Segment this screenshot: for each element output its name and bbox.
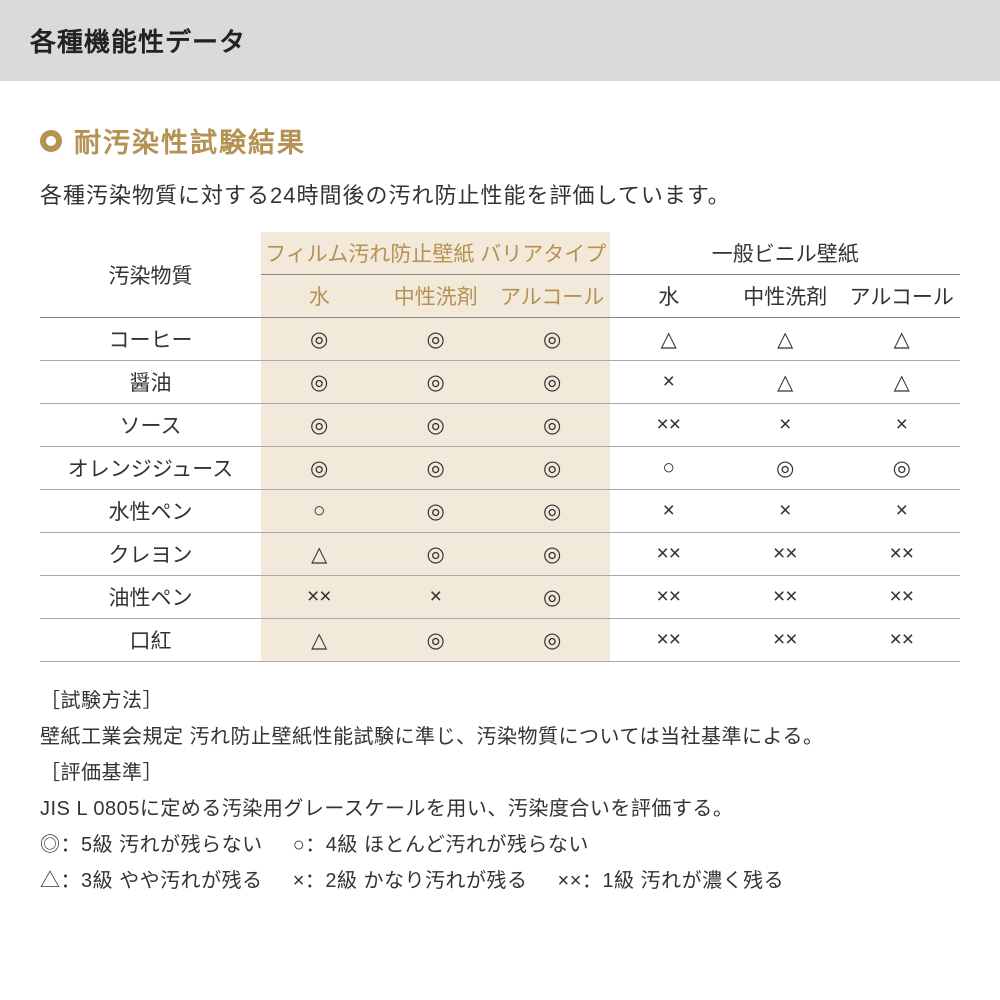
page-title: 各種機能性データ <box>30 27 246 57</box>
data-cell: ×× <box>727 533 844 576</box>
row-label: クレヨン <box>40 533 261 576</box>
row-label: オレンジジュース <box>40 447 261 490</box>
data-cell: ×× <box>843 619 960 662</box>
data-cell: ◎ <box>261 361 378 404</box>
section-title-text: 耐汚染性試験結果 <box>74 121 306 160</box>
legend-item: ××：1級 汚れが濃く残る <box>558 864 785 898</box>
data-cell: × <box>843 490 960 533</box>
results-table: 汚染物質 フィルム汚れ防止壁紙 バリアタイプ 一般ビニル壁紙 水中性洗剤アルコー… <box>40 232 960 662</box>
data-cell: ◎ <box>377 619 494 662</box>
data-cell: ◎ <box>377 447 494 490</box>
table-row: 口紅△◎◎×××××× <box>40 619 960 662</box>
row-header: 汚染物質 <box>40 232 261 318</box>
data-cell: ◎ <box>261 318 378 361</box>
sub-header: 水 <box>261 275 378 318</box>
data-cell: ◎ <box>494 576 611 619</box>
legend-item: ◎：5級 汚れが残らない <box>40 828 263 862</box>
bullet-icon <box>40 130 62 152</box>
sub-header: 水 <box>610 275 727 318</box>
row-label: 醤油 <box>40 361 261 404</box>
sub-header: 中性洗剤 <box>377 275 494 318</box>
legend-item: ×：2級 かなり汚れが残る <box>293 864 528 898</box>
data-cell: × <box>377 576 494 619</box>
row-label: ソース <box>40 404 261 447</box>
group-a-header: フィルム汚れ防止壁紙 バリアタイプ <box>261 232 611 275</box>
data-cell: ◎ <box>494 361 611 404</box>
data-cell: ◎ <box>377 361 494 404</box>
data-cell: × <box>610 361 727 404</box>
data-cell: ◎ <box>494 619 611 662</box>
table-row: 水性ペン○◎◎××× <box>40 490 960 533</box>
criteria-text: JIS L 0805に定める汚染用グレースケールを用い、汚染度合いを評価する。 <box>40 792 960 826</box>
data-cell: ○ <box>261 490 378 533</box>
row-label: 口紅 <box>40 619 261 662</box>
section-subtitle: 各種汚染物質に対する24時間後の汚れ防止性能を評価しています。 <box>40 178 960 210</box>
legend-row-2: △：3級 やや汚れが残る ×：2級 かなり汚れが残る ××：1級 汚れが濃く残る <box>40 864 960 898</box>
data-cell: ◎ <box>494 447 611 490</box>
sub-header: アルコール <box>494 275 611 318</box>
page-header: 各種機能性データ <box>0 0 1000 81</box>
row-label: 油性ペン <box>40 576 261 619</box>
data-cell: ×× <box>610 533 727 576</box>
data-cell: ◎ <box>494 533 611 576</box>
row-label: 水性ペン <box>40 490 261 533</box>
data-cell: ◎ <box>261 447 378 490</box>
data-cell: ×× <box>727 619 844 662</box>
data-cell: ◎ <box>377 533 494 576</box>
data-cell: ◎ <box>494 318 611 361</box>
table-row: クレヨン△◎◎×××××× <box>40 533 960 576</box>
data-cell: △ <box>727 318 844 361</box>
legend-item: ○：4級 ほとんど汚れが残らない <box>293 828 589 862</box>
data-cell: ◎ <box>377 490 494 533</box>
data-cell: ×× <box>261 576 378 619</box>
sub-header: アルコール <box>843 275 960 318</box>
data-cell: △ <box>727 361 844 404</box>
data-cell: ◎ <box>377 318 494 361</box>
data-cell: ×× <box>727 576 844 619</box>
section-title: 耐汚染性試験結果 <box>40 121 960 160</box>
data-cell: ×× <box>610 619 727 662</box>
data-cell: ◎ <box>494 404 611 447</box>
table-row: コーヒー◎◎◎△△△ <box>40 318 960 361</box>
data-cell: ○ <box>610 447 727 490</box>
table-row: ソース◎◎◎×××× <box>40 404 960 447</box>
data-cell: ×× <box>843 576 960 619</box>
data-cell: × <box>610 490 727 533</box>
sub-header: 中性洗剤 <box>727 275 844 318</box>
data-cell: ◎ <box>727 447 844 490</box>
data-cell: ×× <box>610 404 727 447</box>
criteria-label: ［評価基準］ <box>40 756 960 790</box>
data-cell: △ <box>610 318 727 361</box>
data-cell: △ <box>843 361 960 404</box>
method-label: ［試験方法］ <box>40 684 960 718</box>
method-text: 壁紙工業会規定 汚れ防止壁紙性能試験に準じ、汚染物質については当社基準による。 <box>40 720 960 754</box>
table-row: 醤油◎◎◎×△△ <box>40 361 960 404</box>
data-cell: × <box>843 404 960 447</box>
data-cell: △ <box>261 533 378 576</box>
data-cell: △ <box>261 619 378 662</box>
table-body: コーヒー◎◎◎△△△醤油◎◎◎×△△ソース◎◎◎××××オレンジジュース◎◎◎○… <box>40 318 960 662</box>
content: 耐汚染性試験結果 各種汚染物質に対する24時間後の汚れ防止性能を評価しています。… <box>0 81 1000 898</box>
data-cell: × <box>727 490 844 533</box>
group-b-header: 一般ビニル壁紙 <box>610 232 960 275</box>
data-cell: ◎ <box>843 447 960 490</box>
data-cell: ×× <box>843 533 960 576</box>
notes: ［試験方法］ 壁紙工業会規定 汚れ防止壁紙性能試験に準じ、汚染物質については当社… <box>40 684 960 898</box>
data-cell: ◎ <box>377 404 494 447</box>
data-cell: ◎ <box>494 490 611 533</box>
table-row: 油性ペン×××◎×××××× <box>40 576 960 619</box>
data-cell: × <box>727 404 844 447</box>
legend-row-1: ◎：5級 汚れが残らない ○：4級 ほとんど汚れが残らない <box>40 828 960 862</box>
data-cell: △ <box>843 318 960 361</box>
data-cell: ×× <box>610 576 727 619</box>
data-cell: ◎ <box>261 404 378 447</box>
table-row: オレンジジュース◎◎◎○◎◎ <box>40 447 960 490</box>
row-label: コーヒー <box>40 318 261 361</box>
legend-item: △：3級 やや汚れが残る <box>40 864 263 898</box>
